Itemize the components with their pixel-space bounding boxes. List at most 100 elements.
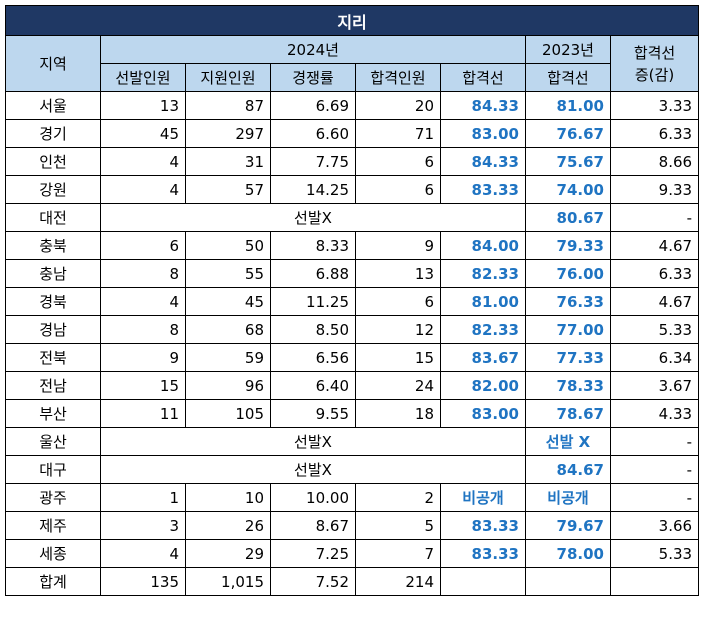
change-cell: 5.33 [609,539,700,568]
cut-2024-cell: 83.33 [440,175,526,204]
applied-cell: 26 [185,511,271,540]
cut-2024-cell: 84.00 [440,231,526,260]
total-applied: 1,015 [185,567,271,596]
table-row: 광주 1 10 10.00 2 비공개 비공개 - [5,483,700,512]
total-row: 합계 135 1,015 7.52 214 [5,567,700,596]
cut-2023-cell: 비공개 [525,483,611,512]
passed-cell: 2 [355,483,441,512]
ratio-cell: 8.33 [270,231,356,260]
region-cell: 전남 [5,371,101,400]
passed-cell: 24 [355,371,441,400]
ratio-cell: 6.60 [270,119,356,148]
passed-cell: 5 [355,511,441,540]
applied-cell: 50 [185,231,271,260]
passed-cell: 20 [355,91,441,120]
selected-cell: 4 [100,147,186,176]
cut-2023-cell: 84.67 [525,455,611,484]
table-row: 충북 6 50 8.33 9 84.00 79.33 4.67 [5,231,700,260]
selected-cell: 6 [100,231,186,260]
change-cell: - [609,203,700,232]
table-title: 지리 [4,5,700,36]
header-2023: 2023년 [525,35,611,64]
table-row: 서울 13 87 6.69 20 84.33 81.00 3.33 [5,91,700,120]
cut-2023-cell: 77.33 [525,343,611,372]
selected-cell: 3 [100,511,186,540]
applied-cell: 31 [185,147,271,176]
no-selection-cell: 선발X [100,203,526,232]
change-cell: 8.66 [609,147,700,176]
table-row: 충남 8 55 6.88 13 82.33 76.00 6.33 [5,259,700,288]
total-empty [440,567,526,596]
cut-2024-cell: 82.33 [440,315,526,344]
table-row: 경기 45 297 6.60 71 83.00 76.67 6.33 [5,119,700,148]
cut-2023-cell: 80.67 [525,203,611,232]
ratio-cell: 8.67 [270,511,356,540]
applied-cell: 297 [185,119,271,148]
change-cell: 6.33 [609,119,700,148]
selected-cell: 4 [100,175,186,204]
total-empty [525,567,611,596]
no-selection-cell: 선발X [100,427,526,456]
cut-2024-cell: 84.33 [440,147,526,176]
header-2024: 2024년 [100,35,526,64]
change-cell: 4.33 [609,399,700,428]
passed-cell: 7 [355,539,441,568]
passed-cell: 6 [355,287,441,316]
table-row: 경남 8 68 8.50 12 82.33 77.00 5.33 [5,315,700,344]
applied-cell: 96 [185,371,271,400]
ratio-cell: 14.25 [270,175,356,204]
ratio-cell: 6.69 [270,91,356,120]
cut-2023-cell: 78.33 [525,371,611,400]
passed-cell: 12 [355,315,441,344]
cut-2024-cell: 83.67 [440,343,526,372]
header-change: 합격선 증(감) [609,35,700,92]
selected-cell: 9 [100,343,186,372]
table-row: 대구 선발X 84.67- [5,455,700,484]
ratio-cell: 9.55 [270,399,356,428]
region-cell: 제주 [5,511,101,540]
cut-2023-cell: 76.00 [525,259,611,288]
cut-2023-cell: 75.67 [525,147,611,176]
region-cell: 강원 [5,175,101,204]
cut-2023-cell: 78.00 [525,539,611,568]
table-row: 전북 9 59 6.56 15 83.67 77.33 6.34 [5,343,700,372]
region-cell: 서울 [5,91,101,120]
ratio-cell: 6.88 [270,259,356,288]
region-cell: 충북 [5,231,101,260]
selected-cell: 13 [100,91,186,120]
total-empty [609,567,700,596]
selected-cell: 4 [100,287,186,316]
selected-cell: 15 [100,371,186,400]
header-cut-2023: 합격선 [525,63,611,92]
region-cell: 대구 [5,455,101,484]
change-cell: 3.33 [609,91,700,120]
table-row: 제주 3 26 8.67 5 83.33 79.67 3.66 [5,511,700,540]
applied-cell: 55 [185,259,271,288]
cut-2023-cell: 74.00 [525,175,611,204]
region-cell: 울산 [5,427,101,456]
change-cell: 5.33 [609,315,700,344]
no-selection-cell: 선발X [100,455,526,484]
header-passed: 합격인원 [355,63,441,92]
cut-2024-cell: 84.33 [440,91,526,120]
cut-2023-cell: 76.33 [525,287,611,316]
ratio-cell: 6.56 [270,343,356,372]
change-cell: 3.66 [609,511,700,540]
cut-2024-cell: 83.00 [440,119,526,148]
header-region: 지역 [5,35,101,92]
total-label: 합계 [5,567,101,596]
total-ratio: 7.52 [270,567,356,596]
change-cell: - [609,427,700,456]
table-row: 세종 4 29 7.25 7 83.33 78.00 5.33 [5,539,700,568]
applied-cell: 87 [185,91,271,120]
change-cell: 4.67 [609,287,700,316]
selected-cell: 8 [100,315,186,344]
applied-cell: 68 [185,315,271,344]
ratio-cell: 7.25 [270,539,356,568]
table-row: 울산 선발X 선발 X- [5,427,700,456]
change-cell: - [609,455,700,484]
ratio-cell: 10.00 [270,483,356,512]
cut-2023-cell: 79.67 [525,511,611,540]
selected-cell: 11 [100,399,186,428]
region-cell: 인천 [5,147,101,176]
